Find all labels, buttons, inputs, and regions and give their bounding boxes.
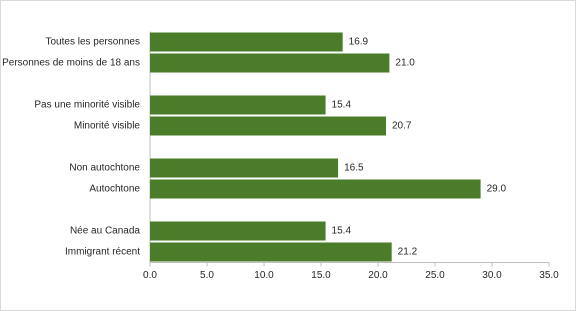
y-tick-label: Personnes de moins de 18 ans	[2, 58, 140, 69]
x-tick-label: 30.0	[482, 270, 502, 281]
bar	[150, 179, 481, 199]
y-tick-label: Pas une minorité visible	[34, 100, 140, 111]
x-tick-label: 5.0	[200, 270, 214, 281]
x-tick-label: 15.0	[311, 270, 331, 281]
x-tick-label: 35.0	[539, 270, 559, 281]
x-tick-label: 20.0	[368, 270, 388, 281]
value-label: 16.5	[344, 163, 364, 174]
bar	[150, 95, 326, 115]
value-label: 16.9	[349, 37, 369, 48]
y-tick-label: Non autochtone	[69, 163, 140, 174]
y-tick-label: Née au Canada	[70, 226, 140, 237]
y-tick-label: Toutes les personnes	[45, 37, 140, 48]
value-label: 20.7	[392, 121, 412, 132]
bar	[150, 32, 343, 52]
x-tick-label: 25.0	[425, 270, 445, 281]
x-tick-label: 10.0	[254, 270, 274, 281]
value-label: 15.4	[332, 226, 352, 237]
bar	[150, 53, 390, 73]
value-label: 21.2	[398, 247, 418, 258]
value-label: 29.0	[487, 184, 507, 195]
value-label: 15.4	[332, 100, 352, 111]
x-tick-label: 0.0	[143, 270, 157, 281]
value-label: 21.0	[395, 58, 415, 69]
bar	[150, 158, 339, 178]
y-tick-label: Minorité visible	[74, 121, 141, 132]
y-tick-label: Immigrant récent	[65, 247, 140, 258]
y-tick-label: Autochtone	[89, 184, 140, 195]
bar	[150, 116, 386, 136]
bar	[150, 221, 326, 241]
bar	[150, 242, 392, 262]
